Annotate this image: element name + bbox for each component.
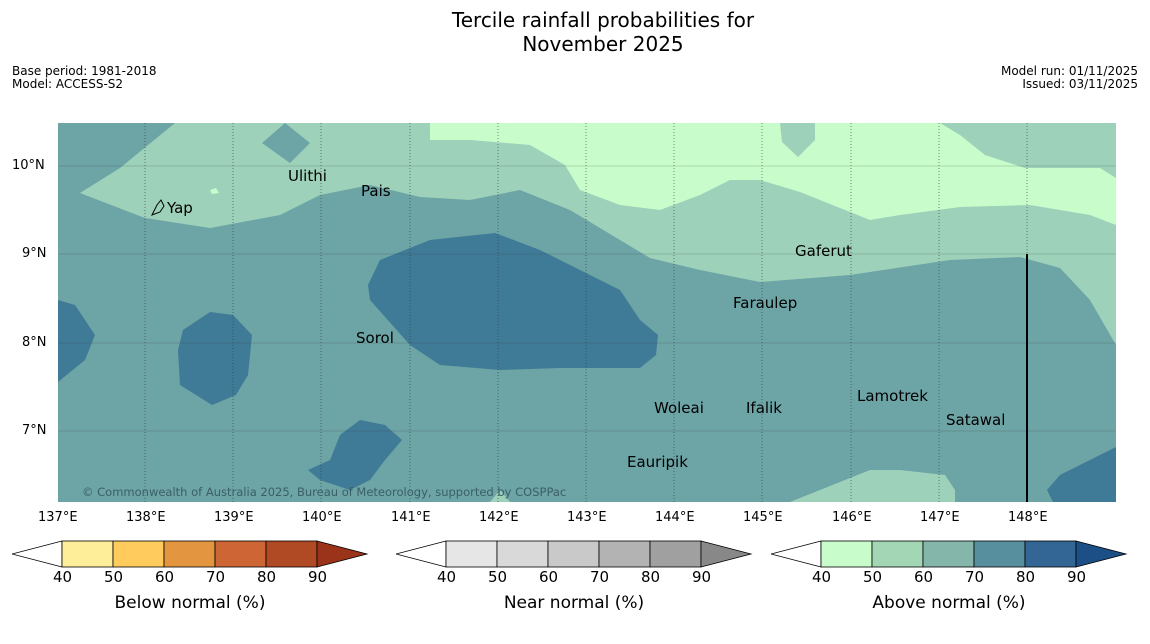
lat-label-10n: 10°N [12,158,45,173]
map-region-50-small [210,188,219,194]
colorbar-tick-label: 60 [155,568,175,586]
yap-island-shape [150,199,165,216]
map-region-80-south [308,420,402,490]
lon-label-143e: 143°E [567,510,607,525]
place-eauripik: Eauripik [627,453,688,471]
map-region-80-west [178,312,252,405]
place-ulithi: Ulithi [288,167,327,185]
colorbar-segment [112,540,165,568]
colorbar-tick-label: 90 [308,568,328,586]
colorbar-extend-high [700,540,753,568]
title-line-2: November 2025 [522,32,684,56]
colorbar-title: Below normal (%) [114,593,266,613]
colorbar-segment [820,540,873,568]
latitude-lines [58,165,1116,432]
lon-label-147e: 147°E [920,510,960,525]
colorbar-segment [547,540,600,568]
colorbar-tick-label: 70 [965,568,985,586]
colorbar-segment [649,540,702,568]
place-lamotrek: Lamotrek [857,387,928,405]
lon-label-137e: 137°E [38,510,78,525]
colorbar-extend-low [771,540,822,568]
colorbar-tick-label: 90 [1067,568,1087,586]
model-run: Model run: 01/11/2025 [1000,64,1138,78]
place-sorol: Sorol [356,329,394,347]
colorbar-extend-low [396,540,447,568]
map-region-70-upper [262,123,310,163]
lon-label-141e: 141°E [391,510,431,525]
meta-right: Model run: 01/11/2025 Issued: 03/11/2025 [1001,65,1138,91]
place-woleai: Woleai [654,399,704,417]
colorbar-segment [871,540,924,568]
colorbar-segment [214,540,267,568]
colorbar-tick-label: 80 [257,568,277,586]
colorbar-tick-label: 50 [863,568,883,586]
colorbar-extend-high [316,540,369,568]
place-ifalik: Ifalik [746,399,782,417]
colorbar-tick-label: 70 [206,568,226,586]
map-title: Tercile rainfall probabilities for Novem… [0,8,1150,56]
colorbar-segment [973,540,1026,568]
map-region-80-central [368,233,658,370]
lon-label-146e: 146°E [832,510,872,525]
lon-label-140e: 140°E [302,510,342,525]
map-region-80-edge [58,300,95,382]
colorbar-tick-label: 50 [488,568,508,586]
title-line-1: Tercile rainfall probabilities for [451,8,755,32]
lon-label-145e: 145°E [743,510,783,525]
map-region-50 [430,123,1116,225]
colorbar-tick-label: 80 [641,568,661,586]
meta-left: Base period: 1981-2018 Model: ACCESS-S2 [12,65,157,91]
lon-label-139e: 139°E [214,510,254,525]
map-region-60-south-small [490,490,510,502]
place-yap: Yap [166,199,193,217]
model-name: Model: ACCESS-S2 [12,77,124,91]
copyright-notice: © Commonwealth of Australia 2025, Bureau… [82,485,566,499]
colorbar-tick-label: 60 [539,568,559,586]
lon-label-142e: 142°E [479,510,519,525]
colorbar-segment [61,540,114,568]
place-pais: Pais [361,182,391,200]
colorbar-tick-label: 40 [437,568,457,586]
colorbar-segment [598,540,651,568]
lat-label-9n: 9°N [22,246,47,261]
colorbar-tick-label: 80 [1016,568,1036,586]
base-period: Base period: 1981-2018 [12,64,157,78]
colorbar-tick-label: 40 [53,568,73,586]
colorbar-tick-label: 40 [812,568,832,586]
lon-label-144e: 144°E [655,510,695,525]
colorbar-extend-low [12,540,63,568]
place-faraulep: Faraulep [733,294,797,312]
lon-label-138e: 138°E [126,510,166,525]
issued-date: Issued: 03/11/2025 [1022,77,1138,91]
graticule [144,123,1028,502]
map-region-60-south [790,470,955,502]
colorbar-graphic [12,540,369,568]
colorbar-tick-label: 90 [692,568,712,586]
map-region-80-southeast [1047,447,1116,502]
colorbar-title: Near normal (%) [503,593,645,613]
colorbar-segment [922,540,975,568]
colorbar-segment [1024,540,1077,568]
colorbar-extend-high [1075,540,1128,568]
colorbar-graphic [396,540,753,568]
colorbar-segment [445,540,498,568]
colorbar-tick-label: 60 [914,568,934,586]
place-satawal: Satawal [946,411,1005,429]
colorbar-segment [496,540,549,568]
lat-label-8n: 8°N [22,335,47,350]
place-gaferut: Gaferut [795,242,852,260]
lon-label-148e: 148°E [1008,510,1048,525]
colorbar-graphic [771,540,1128,568]
lat-label-7n: 7°N [22,423,47,438]
colorbar-tick-label: 70 [590,568,610,586]
colorbar-segment [163,540,216,568]
colorbar-title: Above normal (%) [872,593,1026,613]
colorbar-segment [265,540,318,568]
colorbar-tick-label: 50 [104,568,124,586]
